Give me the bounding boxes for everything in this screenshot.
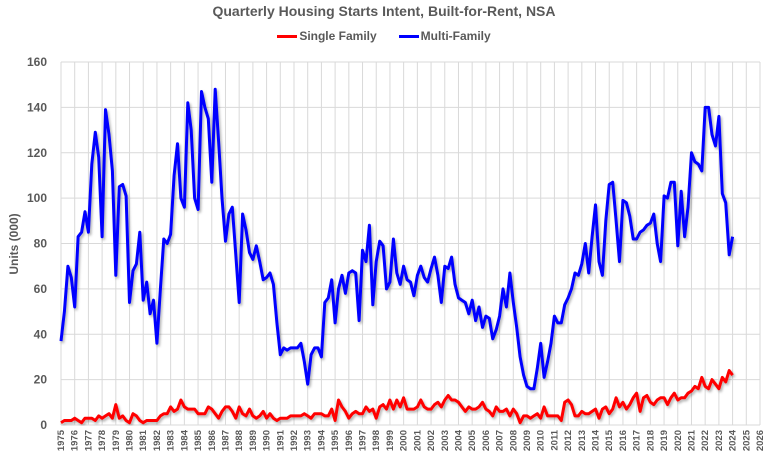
- y-tick-label: 160: [27, 55, 47, 69]
- x-tick-label: 1985: [193, 429, 204, 451]
- x-tick-label: 2022: [700, 430, 711, 451]
- x-tick-label: 1983: [166, 430, 177, 451]
- y-tick-label: 60: [34, 282, 48, 296]
- x-tick-label: 2004: [453, 429, 464, 451]
- legend-item-multi-family: Multi-Family: [398, 29, 491, 43]
- x-tick-label: 1999: [385, 430, 396, 451]
- x-tick-label: 1979: [111, 430, 122, 451]
- x-tick-label: 1975: [56, 429, 67, 451]
- x-tick-label: 1990: [262, 430, 273, 451]
- legend: Single Family Multi-Family: [0, 29, 768, 43]
- x-tick-label: 2013: [577, 430, 588, 451]
- x-tick-label: 2003: [440, 430, 451, 451]
- x-tick-label: 1981: [138, 429, 149, 451]
- x-tick-label: 1988: [234, 430, 245, 451]
- x-tick-label: 2008: [508, 430, 519, 451]
- x-tick-label: 2011: [549, 429, 560, 450]
- x-tick-label: 2002: [426, 430, 437, 451]
- series-line-single-family: [60, 369, 734, 425]
- x-tick-label: 1991: [275, 429, 286, 451]
- x-tick-label: 1987: [220, 430, 231, 451]
- x-tick-label: 2025: [741, 429, 752, 451]
- x-tick-label: 2019: [659, 430, 670, 451]
- series-lines: [59, 87, 735, 425]
- y-tick-label: 100: [27, 191, 47, 205]
- x-tick-label: 1984: [179, 429, 190, 451]
- x-tick-label: 2012: [563, 430, 574, 451]
- x-tick-label: 1993: [303, 430, 314, 451]
- x-axis-ticks: 1975 1976 1977 1978 1979 1980 1981 1982 1983 1984…: [56, 429, 766, 451]
- x-tick-label: 1977: [83, 430, 94, 451]
- y-tick-label: 20: [34, 373, 48, 387]
- x-tick-label: 2010: [536, 430, 547, 451]
- y-axis-label: Units (000): [7, 213, 21, 274]
- x-tick-label: 1978: [97, 430, 108, 451]
- x-tick-label: 1980: [125, 430, 136, 451]
- x-tick-label: 1996: [344, 430, 355, 451]
- x-tick-label: 2016: [618, 430, 629, 451]
- y-tick-label: 80: [34, 237, 48, 251]
- legend-item-single-family: Single Family: [277, 29, 377, 43]
- legend-label: Multi-Family: [420, 29, 491, 43]
- x-tick-label: 2005: [467, 429, 478, 451]
- x-tick-label: 2009: [522, 430, 533, 451]
- y-tick-label: 40: [34, 327, 48, 341]
- x-tick-label: 2015: [604, 429, 615, 451]
- x-tick-label: 2026: [755, 430, 766, 451]
- x-tick-label: 2007: [495, 430, 506, 451]
- legend-label: Single Family: [299, 29, 377, 43]
- x-tick-label: 2024: [728, 429, 739, 451]
- x-tick-label: 2001: [412, 429, 423, 451]
- x-tick-label: 1992: [289, 430, 300, 451]
- x-tick-label: 2000: [399, 430, 410, 451]
- x-tick-label: 1994: [316, 429, 327, 451]
- x-tick-label: 2006: [481, 430, 492, 451]
- x-tick-label: 2018: [645, 430, 656, 451]
- x-tick-label: 2017: [632, 430, 643, 451]
- y-tick-label: 0: [40, 418, 47, 432]
- x-tick-label: 2014: [591, 429, 602, 451]
- legend-swatch-single-family: [277, 34, 298, 38]
- x-tick-label: 2021: [686, 429, 697, 451]
- legend-swatch-multi-family: [398, 34, 419, 38]
- y-axis-ticks: 0 20 40 60 80 100 120 140 160: [27, 55, 47, 432]
- series-line-multi-family: [59, 87, 735, 391]
- x-tick-label: 2020: [673, 430, 684, 451]
- x-tick-label: 1989: [248, 430, 259, 451]
- y-tick-label: 140: [27, 100, 47, 114]
- x-tick-label: 2023: [714, 430, 725, 451]
- x-tick-label: 1976: [70, 430, 81, 451]
- x-tick-label: 1982: [152, 430, 163, 451]
- x-tick-label: 1986: [207, 430, 218, 451]
- x-tick-label: 1997: [358, 430, 369, 451]
- chart-title: Quarterly Housing Starts Intent, Built-f…: [212, 3, 556, 19]
- x-tick-label: 1995: [330, 429, 341, 451]
- y-tick-label: 120: [27, 146, 47, 160]
- x-tick-label: 1998: [371, 430, 382, 451]
